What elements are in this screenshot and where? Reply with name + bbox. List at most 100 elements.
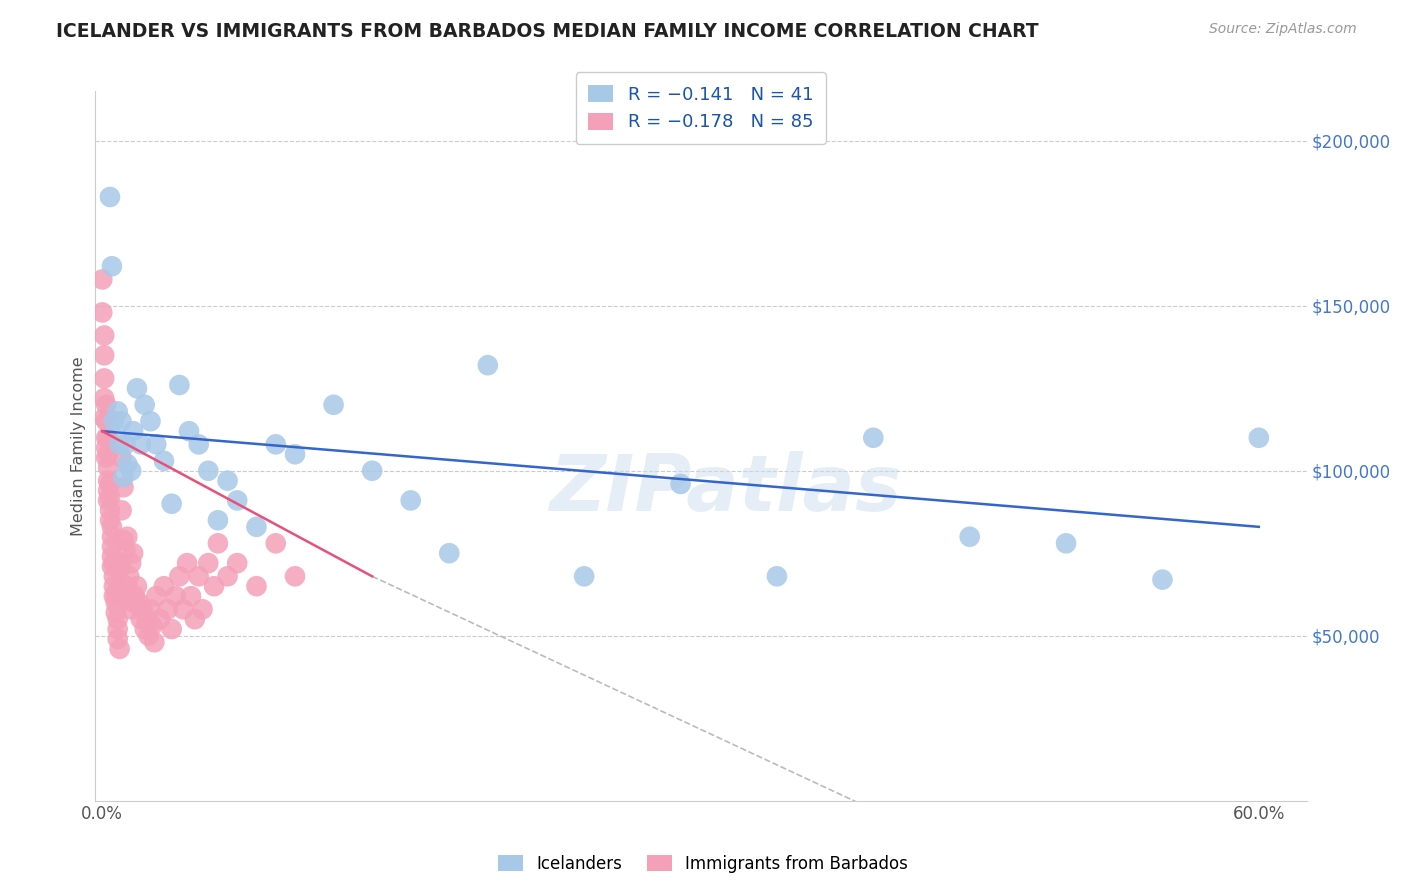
- Point: [149, 612, 172, 626]
- Point: [129, 612, 152, 626]
- Point: [439, 546, 461, 560]
- Point: [108, 641, 131, 656]
- Y-axis label: Median Family Income: Median Family Income: [72, 356, 86, 536]
- Point: [101, 520, 124, 534]
- Point: [245, 520, 267, 534]
- Point: [103, 569, 125, 583]
- Text: ICELANDER VS IMMIGRANTS FROM BARBADOS MEDIAN FAMILY INCOME CORRELATION CHART: ICELANDER VS IMMIGRANTS FROM BARBADOS ME…: [56, 22, 1039, 41]
- Point: [217, 474, 239, 488]
- Point: [91, 272, 114, 286]
- Point: [156, 602, 179, 616]
- Point: [97, 460, 120, 475]
- Point: [94, 414, 117, 428]
- Point: [139, 602, 162, 616]
- Point: [110, 450, 132, 465]
- Point: [145, 589, 167, 603]
- Point: [101, 559, 124, 574]
- Point: [187, 437, 209, 451]
- Point: [284, 569, 307, 583]
- Point: [264, 536, 287, 550]
- Point: [187, 569, 209, 583]
- Point: [93, 391, 115, 405]
- Point: [112, 480, 135, 494]
- Point: [245, 579, 267, 593]
- Point: [1152, 573, 1174, 587]
- Point: [264, 437, 287, 451]
- Point: [160, 622, 183, 636]
- Point: [114, 543, 136, 558]
- Point: [153, 454, 176, 468]
- Point: [134, 398, 156, 412]
- Point: [118, 569, 141, 583]
- Point: [132, 602, 155, 616]
- Point: [129, 437, 152, 451]
- Point: [862, 431, 884, 445]
- Point: [91, 305, 114, 319]
- Point: [141, 619, 163, 633]
- Point: [108, 437, 131, 451]
- Point: [103, 579, 125, 593]
- Point: [101, 259, 124, 273]
- Point: [94, 450, 117, 465]
- Point: [101, 549, 124, 564]
- Point: [103, 556, 125, 570]
- Point: [112, 533, 135, 547]
- Point: [103, 414, 125, 428]
- Point: [145, 437, 167, 451]
- Point: [93, 328, 115, 343]
- Point: [104, 586, 127, 600]
- Point: [97, 447, 120, 461]
- Point: [114, 437, 136, 451]
- Point: [110, 556, 132, 570]
- Point: [361, 464, 384, 478]
- Point: [114, 589, 136, 603]
- Point: [766, 569, 789, 583]
- Point: [177, 424, 200, 438]
- Point: [139, 414, 162, 428]
- Point: [110, 503, 132, 517]
- Point: [959, 530, 981, 544]
- Point: [98, 190, 121, 204]
- Point: [1054, 536, 1077, 550]
- Point: [122, 546, 145, 560]
- Point: [107, 612, 129, 626]
- Point: [322, 398, 344, 412]
- Point: [134, 622, 156, 636]
- Point: [669, 477, 692, 491]
- Point: [169, 378, 191, 392]
- Point: [120, 602, 142, 616]
- Point: [202, 579, 225, 593]
- Point: [176, 556, 198, 570]
- Point: [1247, 431, 1270, 445]
- Point: [101, 530, 124, 544]
- Point: [110, 414, 132, 428]
- Point: [122, 424, 145, 438]
- Point: [94, 398, 117, 412]
- Point: [124, 589, 146, 603]
- Point: [94, 441, 117, 455]
- Point: [207, 536, 229, 550]
- Point: [207, 513, 229, 527]
- Point: [108, 563, 131, 577]
- Point: [284, 447, 307, 461]
- Point: [128, 596, 150, 610]
- Point: [107, 404, 129, 418]
- Point: [169, 569, 191, 583]
- Point: [572, 569, 595, 583]
- Point: [217, 569, 239, 583]
- Point: [143, 635, 166, 649]
- Text: Source: ZipAtlas.com: Source: ZipAtlas.com: [1209, 22, 1357, 37]
- Point: [122, 596, 145, 610]
- Point: [98, 490, 121, 504]
- Point: [104, 606, 127, 620]
- Point: [191, 602, 214, 616]
- Point: [165, 589, 187, 603]
- Point: [180, 589, 202, 603]
- Legend: R = −0.141   N = 41, R = −0.178   N = 85: R = −0.141 N = 41, R = −0.178 N = 85: [575, 72, 827, 144]
- Point: [226, 556, 249, 570]
- Point: [97, 493, 120, 508]
- Point: [184, 612, 207, 626]
- Point: [138, 629, 160, 643]
- Point: [120, 556, 142, 570]
- Point: [135, 612, 157, 626]
